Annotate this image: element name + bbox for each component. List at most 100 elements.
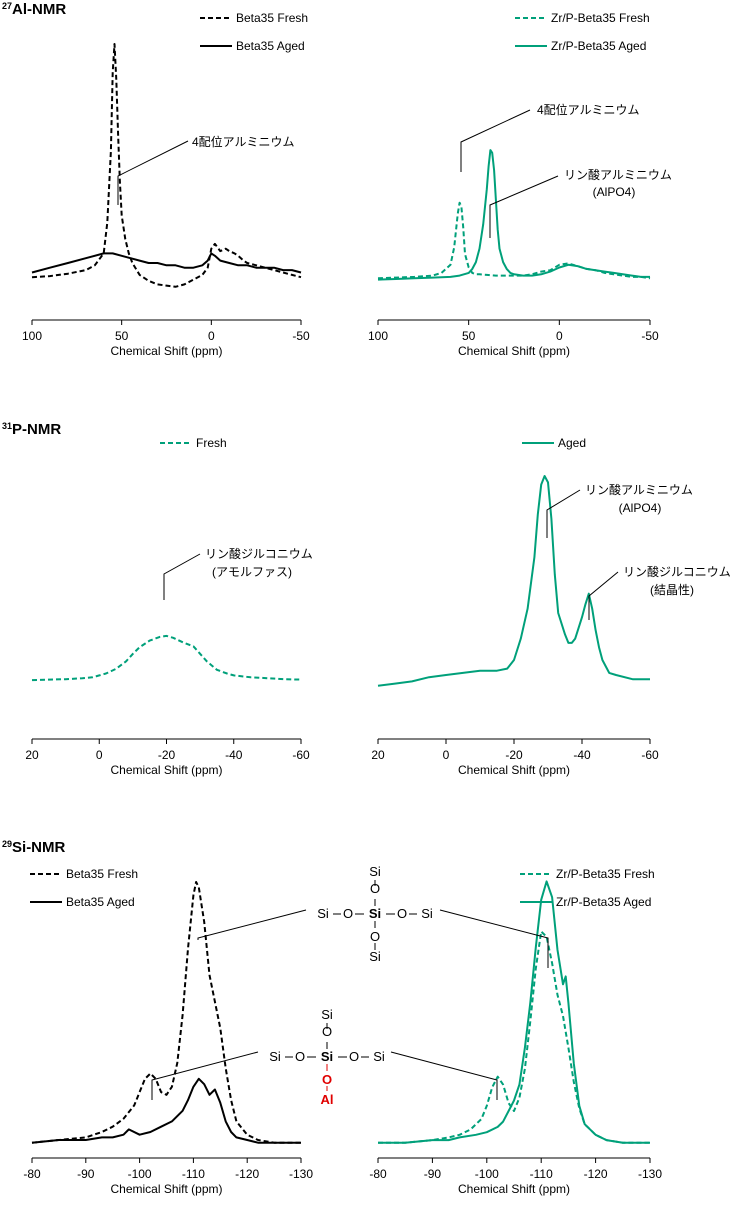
chart-panel: 100 50 0 -50 Chemical Shift (ppm) Beta35 Fres… (22, 11, 310, 358)
o-atom: O (397, 906, 407, 921)
x-tick-label: 50 (462, 329, 476, 343)
x-tick-label: 100 (22, 329, 42, 343)
x-axis-title: Chemical Shift (ppm) (458, 763, 570, 777)
x-tick-label: 0 (96, 748, 103, 762)
si-atom-center: Si (321, 1049, 333, 1064)
x-tick-label: -20 (505, 748, 523, 762)
legend-label: Zr/P-Beta35 Fresh (556, 867, 655, 881)
si-atom: Si (369, 864, 381, 879)
si-atom: Si (269, 1049, 281, 1064)
x-tick-label: -60 (641, 748, 659, 762)
o-atom-red: O (322, 1072, 332, 1087)
x-axis-title: Chemical Shift (ppm) (110, 1182, 222, 1196)
si-atom: Si (421, 906, 433, 921)
legend-label: Beta35 Aged (236, 39, 305, 53)
x-tick-label: 0 (556, 329, 563, 343)
x-tick-label: 50 (115, 329, 129, 343)
annotation-formula: (AlPO4) (619, 501, 662, 515)
si-atom-center: Si (369, 906, 381, 921)
x-tick-label: -80 (23, 1167, 41, 1181)
si-atom: Si (369, 949, 381, 964)
x-tick-label: -50 (641, 329, 659, 343)
section-title: 27Al-NMR (2, 1, 66, 18)
annotation-formula: (AlPO4) (593, 185, 636, 199)
o-atom: O (370, 881, 380, 896)
x-tick-label: -130 (638, 1167, 662, 1181)
legend-label: Beta35 Fresh (66, 867, 138, 881)
leader-line (390, 1051, 498, 1100)
series-line (31, 252, 302, 274)
annotation-crystalline: (結晶性) (650, 583, 694, 597)
legend-label: Fresh (196, 436, 227, 450)
o-atom: O (322, 1024, 332, 1039)
section-title: 31P-NMR (2, 421, 61, 438)
annotation-4-coord-al: 4配位アルミニウム (192, 134, 295, 149)
series-line (31, 634, 302, 682)
si-atom: Si (321, 1007, 333, 1022)
series-line (377, 149, 650, 281)
leader-line (163, 553, 201, 600)
x-tick-label: 0 (443, 748, 450, 762)
leader-line (197, 909, 307, 940)
legend-label: Beta35 Aged (66, 895, 135, 909)
x-tick-label: -40 (225, 748, 243, 762)
x-tick-label: 20 (371, 748, 385, 762)
siloxane-structure: Si O Si O Si O Si O Si (317, 864, 433, 964)
annotation-zr-phosphate: リン酸ジルコニウム (623, 564, 730, 579)
x-tick-label: -110 (182, 1167, 205, 1181)
legend-label: Zr/P-Beta35 Aged (556, 895, 651, 909)
x-tick-label: -50 (292, 329, 310, 343)
annotation-zr-phosphate: リン酸ジルコニウム (205, 546, 313, 561)
x-tick-label: -20 (158, 748, 176, 762)
x-tick-label: -80 (369, 1167, 387, 1181)
leader-line (460, 109, 531, 172)
si-atom: Si (373, 1049, 385, 1064)
o-atom: O (349, 1049, 359, 1064)
chart-panel: -80 -90 -100 -110 -120 -130 Chemical Shift (pp… (369, 867, 662, 1196)
x-tick-label: -60 (292, 748, 310, 762)
chart-panel: 20 0 -20 -40 -60 Chemical Shift (ppm) Aged (371, 436, 659, 777)
annotation-alpo4: リン酸アルミニウム (564, 167, 672, 182)
series-line (378, 930, 650, 1144)
o-atom: O (343, 906, 353, 921)
x-tick-label: -120 (584, 1167, 608, 1181)
legend-label: Beta35 Fresh (236, 11, 308, 25)
x-tick-label: 20 (25, 748, 39, 762)
x-axis-title: Chemical Shift (ppm) (110, 344, 222, 358)
al-atom: Al (321, 1092, 334, 1107)
x-tick-label: -110 (530, 1167, 553, 1181)
si-atom: Si (317, 906, 329, 921)
legend-label: Zr/P-Beta35 Fresh (551, 11, 650, 25)
chart-panel: 100 50 0 -50 Chemical Shift (ppm) Zr/P-Beta35… (368, 11, 659, 358)
x-axis-title: Chemical Shift (ppm) (110, 763, 222, 777)
legend-label: Aged (558, 436, 586, 450)
annotation-alpo4: リン酸アルミニウム (585, 482, 693, 497)
x-tick-label: -90 (424, 1167, 442, 1181)
siloxane-structure: Si O Si O Si O Si O Al (269, 1007, 385, 1107)
x-tick-label: -120 (235, 1167, 259, 1181)
leader-line (151, 1051, 259, 1100)
annotation-4-coord-al: 4配位アルミニウム (537, 102, 640, 117)
x-tick-label: -100 (128, 1167, 152, 1181)
leader-line (546, 489, 581, 538)
series-line (31, 43, 302, 288)
x-axis-title: Chemical Shift (ppm) (458, 1182, 570, 1196)
x-tick-label: 0 (208, 329, 215, 343)
chart-panel: -80 -90 -100 -110 -120 -130 Chemical Shift (pp… (23, 867, 313, 1196)
series-line (377, 475, 650, 687)
legend-label: Zr/P-Beta35 Aged (551, 39, 646, 53)
x-tick-label: -100 (475, 1167, 499, 1181)
annotation-amorphous: (アモルファス) (212, 565, 292, 579)
leader-line (439, 909, 549, 968)
leader-line (117, 140, 189, 205)
x-tick-label: -130 (289, 1167, 313, 1181)
leader-line (588, 571, 619, 620)
leader-line (489, 175, 559, 238)
x-tick-label: -40 (573, 748, 591, 762)
x-axis-title: Chemical Shift (ppm) (458, 344, 570, 358)
section-title: 29Si-NMR (2, 839, 66, 856)
series-line (31, 881, 301, 1144)
x-tick-label: 100 (368, 329, 388, 343)
o-atom: O (295, 1049, 305, 1064)
